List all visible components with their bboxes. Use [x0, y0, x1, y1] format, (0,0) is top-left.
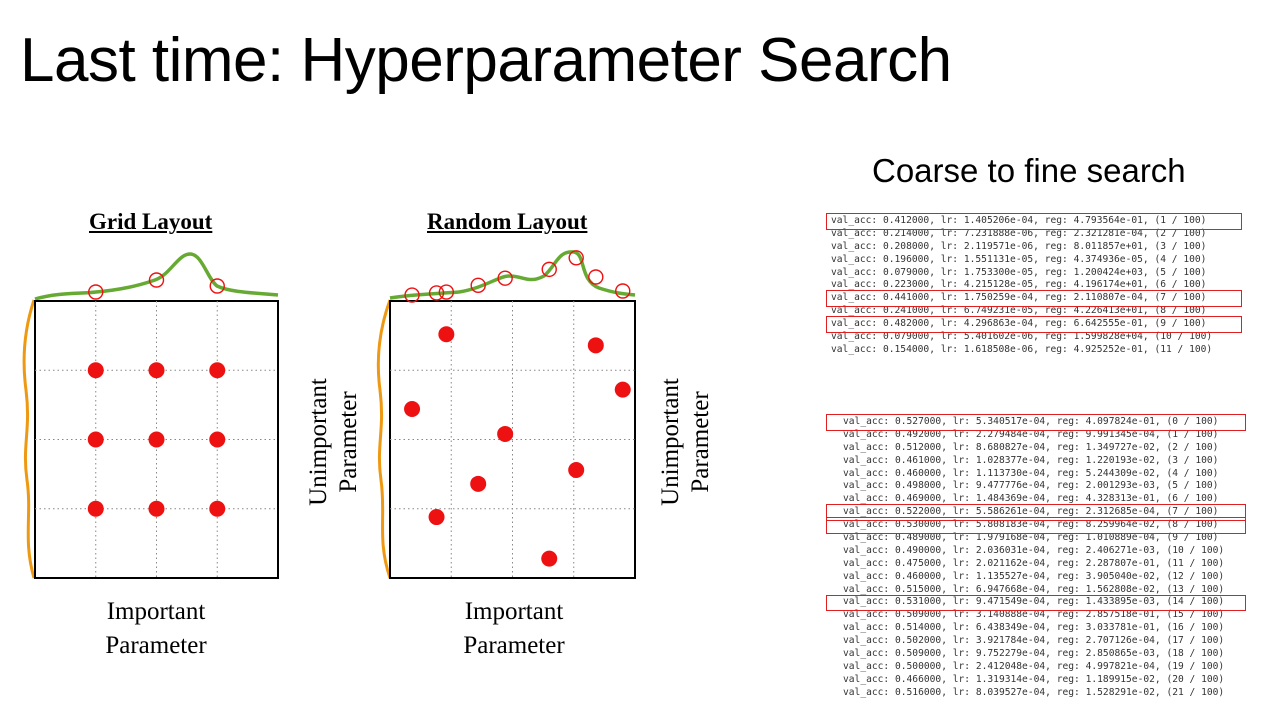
grid-sample-point	[209, 500, 226, 517]
fine-log-line: val_acc: 0.531000, lr: 9.471549e-04, reg…	[843, 596, 1225, 608]
random-top-projection-marker	[404, 287, 420, 303]
fine-highlight-box	[826, 517, 1246, 535]
grid-left-marginal-curve	[22, 299, 36, 579]
coarse-highlight-box	[826, 316, 1242, 334]
fine-log-line: val_acc: 0.509000, lr: 9.752279e-04, reg…	[843, 648, 1225, 660]
coarse-log-line: val_acc: 0.214000, lr: 7.231888e-06, reg…	[831, 227, 1207, 239]
fine-search-log: val_acc: 0.527000, lr: 5.340517e-04, reg…	[843, 416, 1224, 700]
coarse-log-line: val_acc: 0.412000, lr: 1.405206e-04, reg…	[831, 215, 1207, 226]
fine-log-line: val_acc: 0.489000, lr: 1.979168e-04, reg…	[843, 532, 1219, 544]
fine-log-line: val_acc: 0.514000, lr: 6.438349e-04, reg…	[843, 622, 1225, 634]
random-sample-point	[404, 401, 421, 418]
random-y-label: Unimportant Parameter	[657, 378, 714, 506]
grid-sample-point	[209, 431, 226, 448]
fine-log-line: val_acc: 0.500000, lr: 2.412048e-04, reg…	[843, 660, 1225, 672]
grid-layout-title: Grid Layout	[89, 209, 213, 234]
fine-log-line: val_acc: 0.461000, lr: 1.028377e-04, reg…	[843, 454, 1219, 466]
random-top-projection-marker	[438, 284, 455, 300]
random-sample-point	[614, 381, 631, 398]
random-top-projection-marker	[428, 285, 445, 301]
grid-sample-point	[87, 362, 104, 379]
coarse-log-line: val_acc: 0.079000, lr: 1.753300e-05, reg…	[831, 266, 1207, 278]
random-sample-point	[438, 326, 455, 343]
coarse-log-line: val_acc: 0.241000, lr: 6.749231e-05, reg…	[831, 305, 1207, 317]
random-left-marginal-curve	[376, 299, 392, 579]
random-sample-point	[568, 461, 585, 478]
fine-log-line: val_acc: 0.475000, lr: 2.021162e-04, reg…	[843, 557, 1225, 569]
random-layout-title: Random Layout	[427, 209, 588, 234]
grid-top-projection-marker	[148, 272, 165, 288]
random-top-projection-marker	[541, 261, 557, 278]
random-top-projection-marker	[588, 269, 604, 285]
random-top-projection-marker	[497, 270, 513, 286]
fine-log-line: val_acc: 0.502000, lr: 3.921784e-04, reg…	[843, 635, 1225, 647]
grid-top-projection-marker	[88, 284, 104, 300]
grid-layout-diagram	[22, 252, 279, 579]
fine-log-line: val_acc: 0.516000, lr: 8.039527e-04, reg…	[843, 686, 1225, 698]
random-top-projection-marker	[470, 277, 486, 294]
fine-log-line: val_acc: 0.515000, lr: 6.947668e-04, reg…	[843, 583, 1225, 595]
coarse-log-line: val_acc: 0.482000, lr: 4.296863e-04, reg…	[831, 318, 1207, 330]
slide-title: Last time: Hyperparameter Search	[20, 26, 952, 95]
coarse-highlight-box	[826, 213, 1242, 230]
random-sample-point	[541, 550, 558, 567]
coarse-log-line: val_acc: 0.223000, lr: 4.215128e-05, reg…	[831, 279, 1207, 291]
fine-log-line: val_acc: 0.466000, lr: 1.319314e-04, reg…	[843, 673, 1225, 685]
grid-sample-point	[148, 362, 165, 379]
grid-sample-point	[209, 362, 226, 379]
fine-log-line: val_acc: 0.527000, lr: 5.340517e-04, reg…	[843, 416, 1219, 427]
random-sample-point	[470, 475, 487, 492]
coarse-log-line: val_acc: 0.441000, lr: 1.750259e-04, reg…	[831, 292, 1207, 304]
search-title: Coarse to fine search	[872, 152, 1186, 189]
grid-x-label: Important Parameter	[105, 598, 207, 659]
grid-top-projection-marker	[209, 278, 225, 294]
fine-log-line: val_acc: 0.490000, lr: 2.036031e-04, reg…	[843, 544, 1225, 556]
fine-log-line: val_acc: 0.460000, lr: 1.135527e-04, reg…	[843, 570, 1225, 582]
fine-log-line: val_acc: 0.522000, lr: 5.586261e-04, reg…	[843, 506, 1219, 518]
fine-highlight-box	[826, 504, 1246, 522]
coarse-log-line: val_acc: 0.208000, lr: 2.119571e-06, reg…	[831, 240, 1207, 252]
random-sample-point	[428, 509, 445, 526]
grid-y-label: Unimportant Parameter	[305, 378, 362, 506]
grid-sample-point	[87, 500, 104, 517]
fine-log-line: val_acc: 0.498000, lr: 9.477776e-04, reg…	[843, 480, 1219, 492]
grid-top-marginal-curve	[34, 252, 279, 301]
random-x-label: Important Parameter	[463, 598, 565, 659]
coarse-log-line: val_acc: 0.196000, lr: 1.551131e-05, reg…	[831, 253, 1207, 265]
random-top-projection-marker	[568, 250, 584, 266]
grid-sample-point	[148, 500, 165, 517]
grid-sample-point	[148, 431, 165, 448]
coarse-log-line: val_acc: 0.079000, lr: 5.401602e-06, reg…	[831, 331, 1213, 343]
coarse-log-line: val_acc: 0.154000, lr: 1.618508e-06, reg…	[831, 343, 1213, 355]
random-top-projection-marker	[615, 283, 631, 299]
random-layout-diagram	[376, 250, 636, 579]
coarse-highlight-box	[826, 290, 1242, 308]
fine-highlight-box	[826, 414, 1246, 431]
fine-log-line: val_acc: 0.509000, lr: 3.140888e-04, reg…	[843, 609, 1225, 621]
fine-highlight-box	[826, 594, 1246, 612]
fine-log-line: val_acc: 0.469000, lr: 1.484369e-04, reg…	[843, 493, 1219, 505]
coarse-search-log: val_acc: 0.412000, lr: 1.405206e-04, reg…	[831, 215, 1212, 357]
grid-sample-point	[87, 431, 104, 448]
random-top-marginal-curve	[389, 250, 636, 300]
fine-log-line: val_acc: 0.512000, lr: 8.680827e-04, reg…	[843, 441, 1219, 453]
fine-log-line: val_acc: 0.460000, lr: 1.113730e-04, reg…	[843, 467, 1219, 479]
random-sample-point	[497, 425, 514, 442]
fine-log-line: val_acc: 0.492000, lr: 2.279484e-04, reg…	[843, 428, 1219, 440]
fine-log-line: val_acc: 0.530000, lr: 5.808183e-04, reg…	[843, 519, 1219, 531]
random-sample-point	[587, 337, 604, 354]
